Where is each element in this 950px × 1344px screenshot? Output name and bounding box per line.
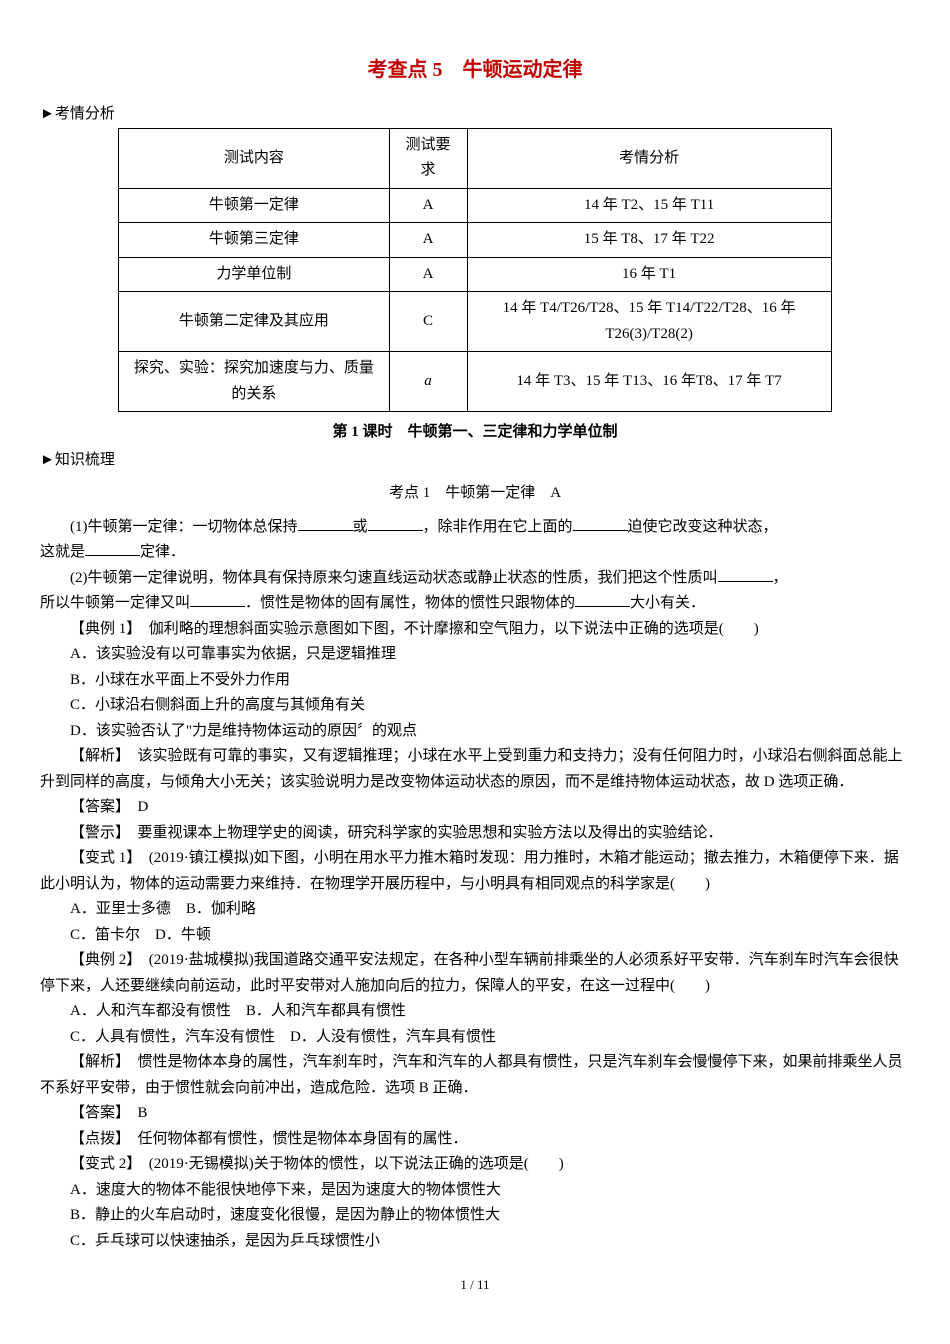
example-2-tip: 【点拨】 任何物体都有惯性，惯性是物体本身固有的属性．: [40, 1127, 910, 1153]
exam-table: 测试内容 测试要求 考情分析 牛顿第一定律 A 14 年 T2、15 年 T11…: [118, 128, 831, 413]
example-1-answer: 【答案】 D: [40, 795, 910, 821]
table-row: 探究、实验：探究加速度与力、质量的关系 a 14 年 T3、15 年 T13、1…: [119, 352, 831, 412]
option-b: B．小球在水平面上不受外力作用: [40, 668, 910, 694]
table-header-row: 测试内容 测试要求 考情分析: [119, 128, 831, 188]
option-c: C．小球沿右侧斜面上升的高度与其倾角有关: [40, 693, 910, 719]
variant-1: 【变式 1】 (2019·镇江模拟)如下图，小明在用水平力推木箱时发现：用力推时…: [40, 846, 910, 897]
table-row: 牛顿第二定律及其应用 C 14 年 T4/T26/T28、15 年 T14/T2…: [119, 292, 831, 352]
example-1-warning: 【警示】 要重视课本上物理学史的阅读，研究科学家的实验思想和实验方法以及得出的实…: [40, 821, 910, 847]
variant-2-c: C．乒乓球可以快速抽杀，是因为乒乓球惯性小: [40, 1229, 910, 1255]
analysis-marker: ►考情分析: [40, 102, 910, 128]
fill-blank-2b: 所以牛顿第一定律又叫．惯性是物体的固有属性，物体的惯性只跟物体的大小有关．: [40, 591, 910, 617]
page-number: 1 / 11: [40, 1274, 910, 1296]
variant-2: 【变式 2】 (2019·无锡模拟)关于物体的惯性，以下说法正确的选项是( ): [40, 1152, 910, 1178]
knowledge-marker: ►知识梳理: [40, 448, 910, 474]
fill-blank-1: (1)牛顿第一定律：一切物体总保持或，除非作用在它上面的迫使它改变这种状态，: [40, 515, 910, 541]
example-2-ab: A．人和汽车都没有惯性 B．人和汽车都具有惯性: [40, 999, 910, 1025]
exam-point-1: 考点 1 牛顿第一定律 A: [40, 481, 910, 507]
option-a: A．该实验没有以可靠事实为依据，只是逻辑推理: [40, 642, 910, 668]
fill-blank-1b: 这就是定律．: [40, 540, 910, 566]
example-2-answer: 【答案】 B: [40, 1101, 910, 1127]
table-row: 牛顿第一定律 A 14 年 T2、15 年 T11: [119, 188, 831, 223]
variant-1-ab: A．亚里士多德 B．伽利略: [40, 897, 910, 923]
example-2-cd: C．人具有惯性，汽车没有惯性 D．人没有惯性，汽车具有惯性: [40, 1025, 910, 1051]
table-row: 力学单位制 A 16 年 T1: [119, 257, 831, 292]
th-analysis: 考情分析: [467, 128, 831, 188]
variant-2-a: A．速度大的物体不能很快地停下来，是因为速度大的物体惯性大: [40, 1178, 910, 1204]
example-1-analysis: 【解析】 该实验既有可靠的事实，又有逻辑推理；小球在水平上受到重力和支持力；没有…: [40, 744, 910, 795]
th-content: 测试内容: [119, 128, 389, 188]
page-title: 考查点 5 牛顿运动定律: [40, 53, 910, 87]
lesson-title: 第 1 课时 牛顿第一、三定律和力学单位制: [40, 420, 910, 446]
fill-blank-2: (2)牛顿第一定律说明，物体具有保持原来匀速直线运动状态或静止状态的性质，我们把…: [40, 566, 910, 592]
variant-1-cd: C．笛卡尔 D．牛顿: [40, 923, 910, 949]
table-row: 牛顿第三定律 A 15 年 T8、17 年 T22: [119, 223, 831, 258]
example-2-analysis: 【解析】 惯性是物体本身的属性，汽车刹车时，汽车和汽车的人都具有惯性，只是汽车刹…: [40, 1050, 910, 1101]
th-req: 测试要求: [389, 128, 467, 188]
example-1: 【典例 1】 伽利略的理想斜面实验示意图如下图，不计摩擦和空气阻力，以下说法中正…: [40, 617, 910, 643]
option-d: D．该实验否认了"力是维持物体运动的原因〞的观点: [40, 719, 910, 745]
example-2: 【典例 2】 (2019·盐城模拟)我国道路交通平安法规定，在各种小型车辆前排乘…: [40, 948, 910, 999]
variant-2-b: B．静止的火车启动时，速度变化很慢，是因为静止的物体惯性大: [40, 1203, 910, 1229]
